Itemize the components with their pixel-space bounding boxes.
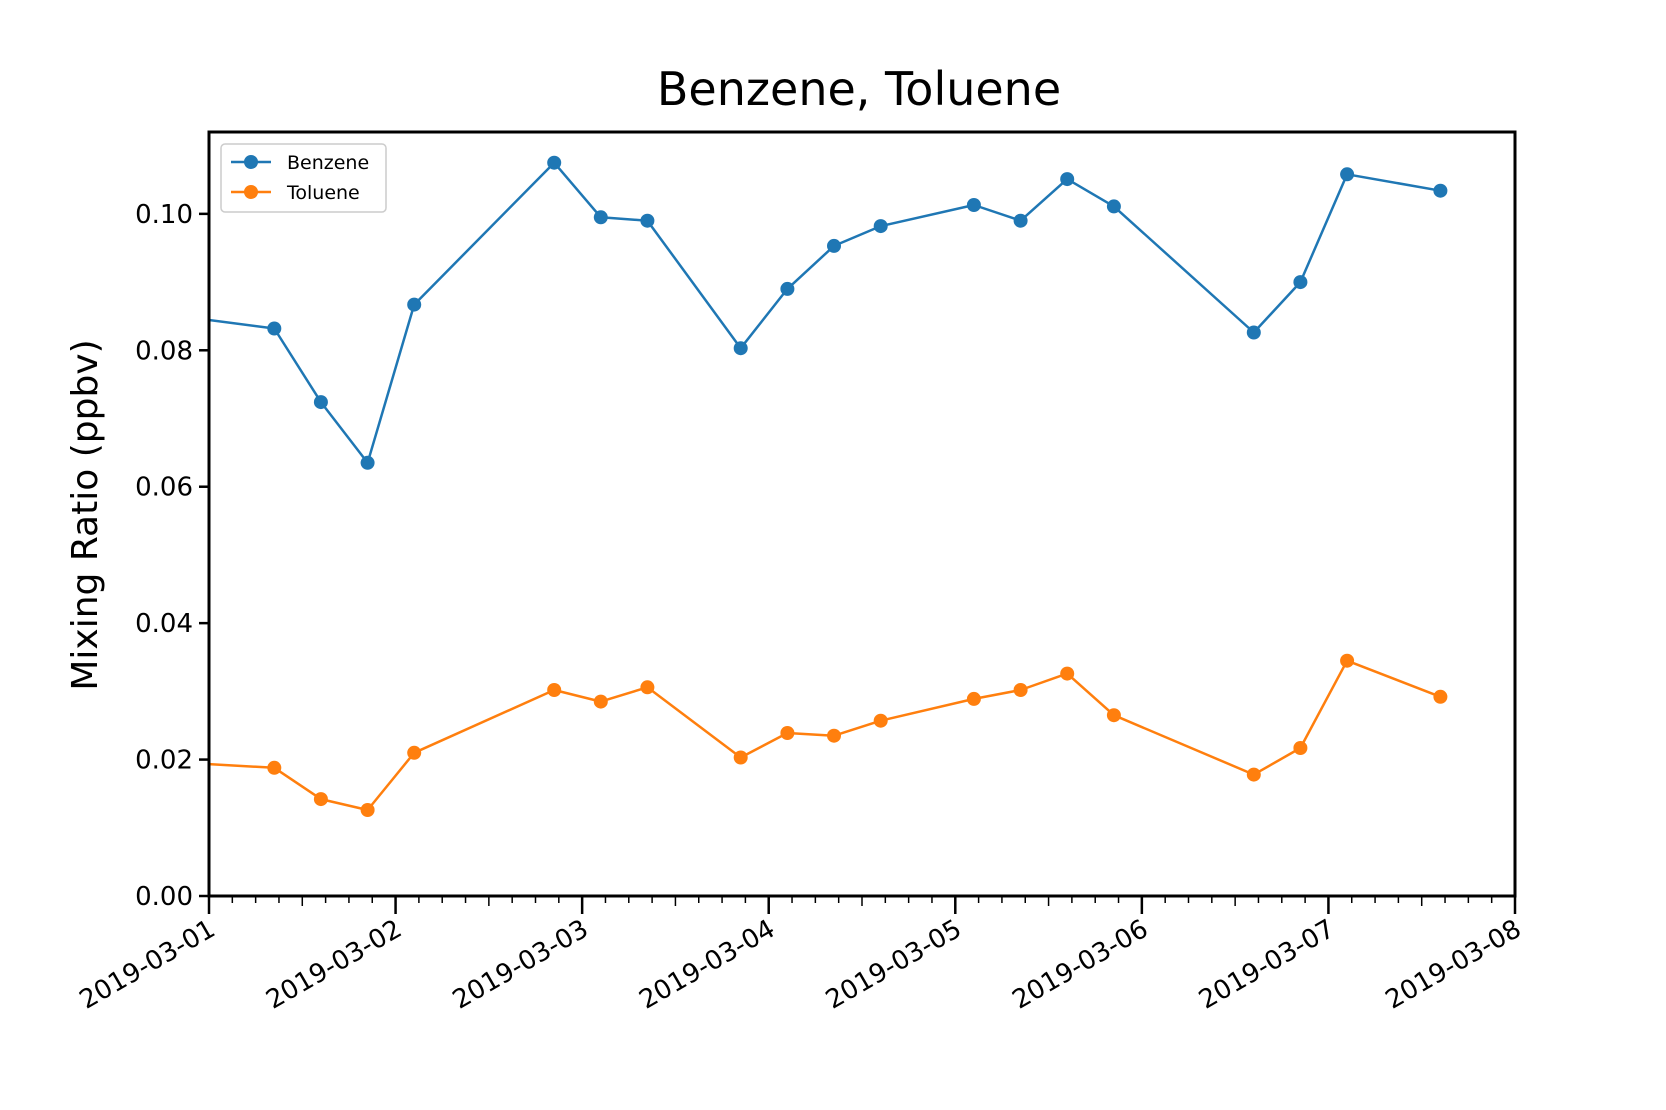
data-point-toluene	[1107, 708, 1121, 722]
data-point-toluene	[547, 683, 561, 697]
y-tick-label: 0.00	[135, 882, 193, 912]
data-point-toluene	[361, 803, 375, 817]
data-point-toluene	[1340, 654, 1354, 668]
data-point-benzene	[1060, 172, 1074, 186]
legend-marker-benzene	[244, 155, 258, 169]
data-point-benzene	[1293, 275, 1307, 289]
data-point-toluene	[1247, 768, 1261, 782]
data-point-toluene	[267, 761, 281, 775]
y-tick-label: 0.02	[135, 746, 193, 776]
legend-label-benzene: Benzene	[287, 152, 369, 174]
data-point-benzene	[874, 219, 888, 233]
data-point-toluene	[1060, 667, 1074, 681]
y-tick-label: 0.08	[135, 336, 193, 366]
data-point-benzene	[1107, 199, 1121, 213]
data-point-toluene	[407, 746, 421, 760]
data-point-benzene	[594, 210, 608, 224]
legend: Benzene Toluene	[221, 144, 386, 212]
data-point-benzene	[407, 298, 421, 312]
data-point-benzene	[734, 341, 748, 355]
data-point-toluene	[874, 714, 888, 728]
data-point-toluene	[314, 792, 328, 806]
data-point-toluene	[1014, 683, 1028, 697]
data-point-toluene	[1293, 741, 1307, 755]
y-tick-label: 0.04	[135, 609, 193, 639]
data-point-benzene	[640, 214, 654, 228]
legend-label-toluene: Toluene	[286, 182, 360, 204]
y-axis-label: Mixing Ratio (ppbv)	[65, 339, 106, 690]
data-point-toluene	[1433, 690, 1447, 704]
data-point-benzene	[547, 156, 561, 170]
data-point-toluene	[640, 680, 654, 694]
data-point-benzene	[1014, 214, 1028, 228]
data-point-benzene	[827, 239, 841, 253]
y-tick-label: 0.06	[135, 473, 193, 503]
data-point-benzene	[361, 456, 375, 470]
data-point-benzene	[1247, 326, 1261, 340]
data-point-benzene	[1340, 167, 1354, 181]
data-point-toluene	[827, 729, 841, 743]
data-point-toluene	[594, 695, 608, 709]
data-point-benzene	[967, 198, 981, 212]
data-point-benzene	[780, 282, 794, 296]
data-point-toluene	[734, 751, 748, 765]
chart-title: Benzene, Toluene	[657, 62, 1061, 116]
legend-marker-toluene	[244, 185, 258, 199]
data-point-toluene	[780, 726, 794, 740]
data-point-toluene	[967, 692, 981, 706]
data-point-benzene	[267, 322, 281, 336]
y-tick-label: 0.10	[135, 200, 193, 230]
data-point-benzene	[314, 395, 328, 409]
data-point-benzene	[1433, 184, 1447, 198]
